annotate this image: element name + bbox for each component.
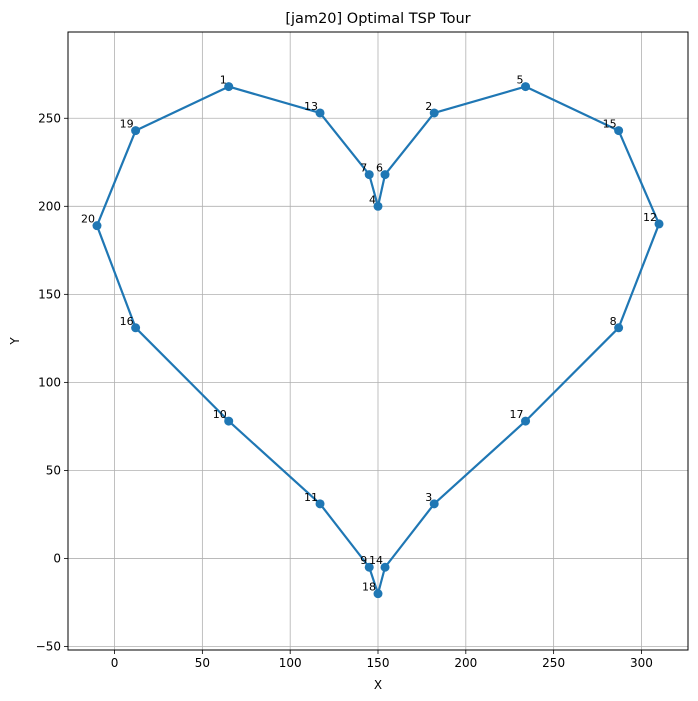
x-tick-label: 250 (542, 656, 565, 670)
tour-segment (368, 566, 380, 595)
city-label: 18 (362, 581, 376, 594)
tour-segment (376, 566, 387, 595)
tour-segment (227, 420, 322, 505)
x-axis-label: X (374, 678, 382, 692)
x-tick-label: 300 (630, 656, 653, 670)
city-point (373, 589, 383, 599)
y-tick-label: 0 (53, 551, 61, 565)
city-label: 3 (425, 491, 432, 504)
tour-path (95, 85, 661, 595)
city-label: 5 (517, 74, 524, 87)
x-tick-label: 150 (367, 656, 390, 670)
tour-segment (134, 85, 230, 132)
tour-segment (383, 111, 436, 176)
x-tick-label: 50 (195, 656, 210, 670)
y-tick-label: 250 (38, 111, 61, 125)
city-point (429, 108, 439, 118)
city-label: 2 (425, 100, 432, 113)
city-label: 20 (81, 213, 95, 226)
y-axis-label: Y (8, 337, 22, 346)
city-point (224, 82, 234, 92)
city-label: 4 (369, 193, 376, 206)
city-label: 14 (369, 554, 383, 567)
axis-ticks: 0 50 100 150 200 250 300 −50 0 50 100 150 200 250 (36, 111, 653, 670)
city-label: 10 (213, 408, 227, 421)
tour-segment (318, 502, 371, 569)
city-point (364, 170, 374, 180)
tour-segment (95, 129, 137, 227)
city-label: 6 (376, 162, 383, 175)
tour-segment (95, 224, 137, 329)
city-label: 17 (510, 408, 524, 421)
city-label: 15 (603, 118, 617, 131)
city-point (315, 499, 325, 509)
city-point (521, 82, 531, 92)
city-label: 13 (304, 100, 318, 113)
tour-segment (617, 222, 661, 329)
y-tick-label: −50 (36, 639, 61, 653)
city-point (131, 323, 141, 333)
tour-segment (524, 326, 620, 423)
city-label: 16 (120, 315, 134, 328)
city-point (131, 126, 141, 136)
y-tick-label: 200 (38, 199, 61, 213)
tour-segment (134, 326, 230, 423)
city-point (654, 219, 664, 229)
city-label: 11 (304, 491, 318, 504)
tour-segment (524, 85, 620, 132)
city-point (92, 221, 102, 231)
y-tick-label: 150 (38, 287, 61, 301)
city-point (429, 499, 439, 509)
city-point (373, 201, 383, 211)
city-label: 9 (360, 554, 367, 567)
x-tick-label: 100 (279, 656, 302, 670)
city-label: 1 (220, 74, 227, 87)
tour-segment (433, 85, 527, 115)
city-label: 19 (120, 118, 134, 131)
tour-segment (318, 111, 371, 176)
y-tick-label: 100 (38, 375, 61, 389)
city-label: 12 (643, 211, 657, 224)
city-point (380, 562, 390, 572)
city-point (315, 108, 325, 118)
city-label: 8 (610, 315, 617, 328)
city-point (380, 170, 390, 180)
city-label: 7 (360, 162, 367, 175)
city-point (614, 126, 624, 136)
chart-title: [jam20] Optimal TSP Tour (285, 11, 470, 27)
city-point (224, 416, 234, 426)
x-tick-label: 200 (454, 656, 477, 670)
tour-segment (227, 85, 322, 115)
tour-segment (376, 173, 387, 208)
tour-segment (383, 502, 436, 569)
tour-segment (617, 129, 661, 226)
y-tick-label: 50 (46, 463, 61, 477)
tour-segment (433, 420, 527, 505)
city-point (614, 323, 624, 333)
city-points (92, 82, 664, 599)
city-point (521, 416, 531, 426)
tour-segment (368, 173, 380, 208)
city-point (364, 562, 374, 572)
x-tick-label: 0 (111, 656, 119, 670)
